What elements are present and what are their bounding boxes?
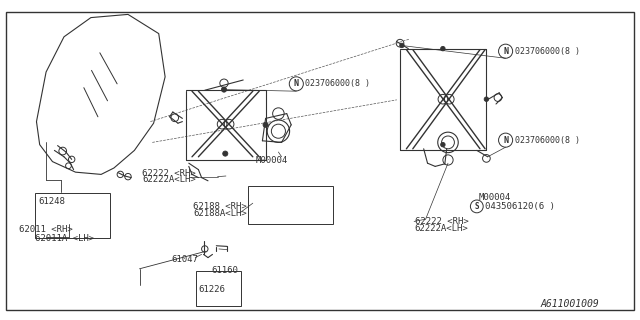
Text: 62011 <RH>: 62011 <RH>	[19, 225, 73, 234]
Text: 023706000(8 ): 023706000(8 )	[515, 47, 580, 56]
Circle shape	[400, 43, 404, 48]
Circle shape	[223, 151, 228, 156]
Text: 62222A<LH>: 62222A<LH>	[415, 224, 468, 233]
Text: A611001009: A611001009	[541, 299, 600, 309]
Text: 043506120(6 ): 043506120(6 )	[485, 202, 555, 211]
Text: 61248: 61248	[38, 197, 65, 206]
Text: M00004: M00004	[256, 156, 288, 164]
Circle shape	[484, 97, 489, 101]
Text: 62222 <RH>: 62222 <RH>	[415, 217, 468, 226]
Bar	[248, 186, 333, 224]
Circle shape	[441, 46, 445, 51]
Text: 62222A<LH>: 62222A<LH>	[142, 175, 196, 184]
Text: N: N	[503, 136, 508, 145]
Circle shape	[263, 122, 268, 127]
Text: 62188 <RH>: 62188 <RH>	[193, 202, 247, 211]
Text: M00004: M00004	[479, 193, 511, 202]
Text: 61047: 61047	[172, 255, 198, 264]
Circle shape	[221, 87, 227, 92]
Text: 023706000(8 ): 023706000(8 )	[305, 79, 371, 88]
Text: 61226: 61226	[198, 285, 225, 294]
Text: 61160: 61160	[211, 266, 238, 275]
Text: 62188A<LH>: 62188A<LH>	[193, 209, 247, 218]
Text: S: S	[474, 202, 479, 211]
Bar	[35, 193, 110, 238]
Text: 62011A <LH>: 62011A <LH>	[35, 234, 94, 243]
Text: N: N	[503, 47, 508, 56]
Bar	[196, 271, 241, 306]
Text: N: N	[294, 79, 299, 88]
Circle shape	[441, 142, 445, 147]
Text: 62222 <RH>: 62222 <RH>	[142, 169, 196, 178]
Text: 023706000(8 ): 023706000(8 )	[515, 136, 580, 145]
